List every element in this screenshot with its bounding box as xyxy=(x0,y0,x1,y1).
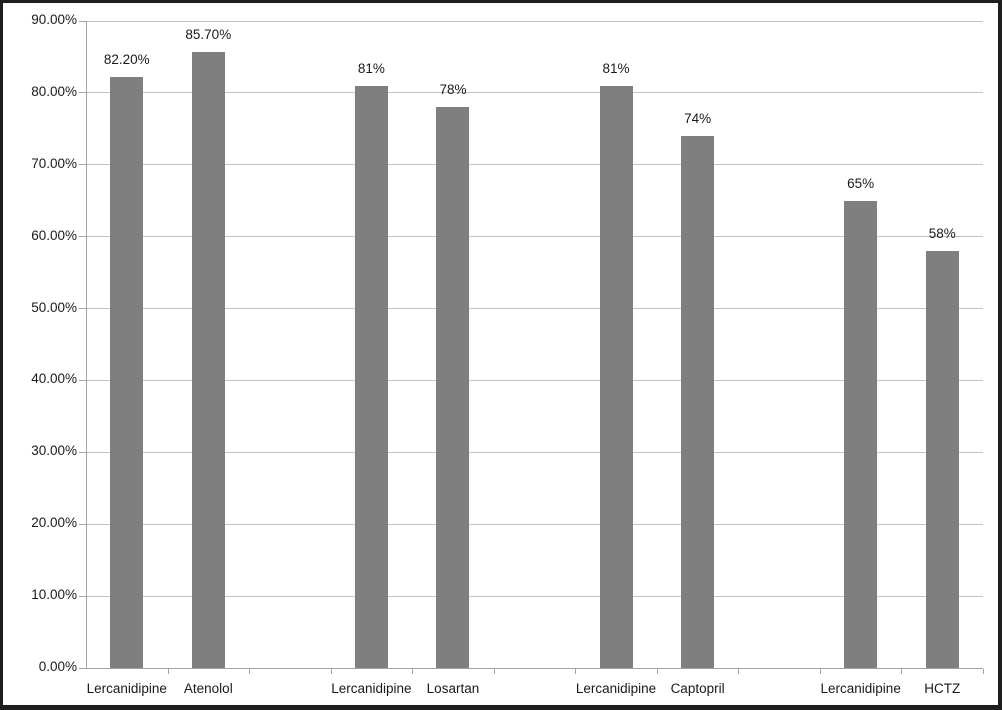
y-axis-tick xyxy=(79,164,86,166)
bar xyxy=(925,251,959,668)
y-axis-tick xyxy=(79,451,86,453)
bar xyxy=(354,85,388,668)
x-axis-tick xyxy=(493,669,495,674)
x-axis-tick xyxy=(983,669,984,674)
bar xyxy=(110,77,144,668)
category-label: Lercanidipine xyxy=(575,681,657,696)
gridline xyxy=(86,20,983,22)
y-axis-tick xyxy=(79,92,86,94)
gridline xyxy=(86,451,983,453)
x-axis-line xyxy=(86,668,983,669)
y-axis-tick-label: 20.00% xyxy=(31,515,77,531)
y-axis-line xyxy=(86,21,87,669)
y-axis-tick xyxy=(79,236,86,238)
gridline xyxy=(86,92,983,94)
y-axis-tick-label: 90.00% xyxy=(31,12,77,27)
y-axis-tick-label: 10.00% xyxy=(31,587,77,603)
category-label: Captopril xyxy=(670,681,725,696)
bar-value-label: 58% xyxy=(928,226,956,242)
gridline xyxy=(86,523,983,525)
y-axis-tick-label: 70.00% xyxy=(31,155,77,171)
gridline xyxy=(86,164,983,166)
bar-value-label: 81% xyxy=(357,60,385,76)
category-label: Atenolol xyxy=(183,681,233,696)
bar xyxy=(191,51,225,668)
y-axis-tick xyxy=(79,308,86,310)
x-axis-tick xyxy=(656,669,658,674)
category-label: Losartan xyxy=(426,681,480,696)
y-axis-tick-label: 60.00% xyxy=(31,227,77,243)
x-axis-tick xyxy=(330,669,332,674)
bar-value-label: 74% xyxy=(684,111,712,127)
category-label: Lercanidipine xyxy=(86,681,167,696)
x-axis-tick xyxy=(249,669,251,674)
bar-value-label: 82.20% xyxy=(103,52,150,68)
y-axis-tick xyxy=(79,523,86,525)
bar-value-label: 65% xyxy=(847,175,875,191)
bar-value-label: 85.70% xyxy=(185,26,232,42)
x-axis-tick xyxy=(819,669,821,674)
bar xyxy=(599,85,633,668)
y-axis-tick-label: 40.00% xyxy=(31,371,77,387)
bar xyxy=(681,136,715,668)
gridline xyxy=(86,308,983,310)
category-label: HCTZ xyxy=(924,681,961,696)
x-axis-tick xyxy=(575,669,577,674)
y-axis-tick-label: 50.00% xyxy=(31,299,77,315)
y-axis-tick-label: 0.00% xyxy=(38,659,77,674)
y-axis-tick xyxy=(79,20,86,22)
bar-chart-plot-area: 0.00% 10.00% 20.00% 30.00% 40.00% 50.00% 60.00… xyxy=(3,3,998,705)
gridline xyxy=(86,595,983,597)
bar-value-label: 78% xyxy=(439,82,467,98)
x-axis-tick xyxy=(167,669,169,674)
x-axis-tick xyxy=(412,669,414,674)
gridline xyxy=(86,236,983,238)
category-label: Lercanidipine xyxy=(331,681,412,696)
y-axis-tick xyxy=(79,667,86,669)
gridline xyxy=(86,379,983,381)
y-axis-tick-label: 30.00% xyxy=(31,443,77,459)
y-axis-tick-label: 80.00% xyxy=(31,83,77,99)
x-axis-tick xyxy=(901,669,903,674)
bar xyxy=(436,107,470,668)
bar-value-label: 81% xyxy=(602,60,630,76)
y-axis-tick xyxy=(79,379,86,381)
x-axis-tick xyxy=(738,669,740,674)
y-axis-tick xyxy=(79,595,86,597)
bar xyxy=(844,200,878,668)
category-label: Lercanidipine xyxy=(820,681,901,696)
